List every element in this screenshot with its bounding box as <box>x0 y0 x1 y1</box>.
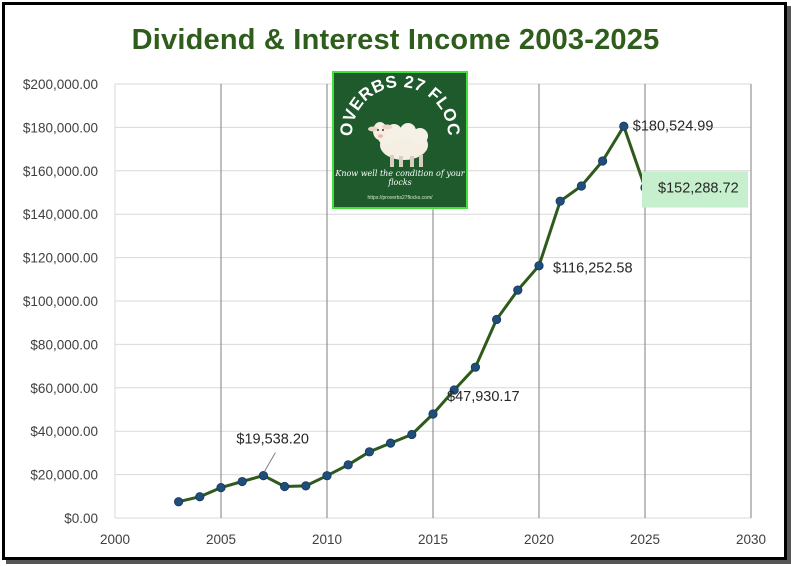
x-tick-label: 2005 <box>206 532 236 547</box>
data-point <box>597 156 608 166</box>
data-point <box>237 476 247 487</box>
data-point <box>576 181 587 191</box>
x-tick-label: 2015 <box>418 532 448 547</box>
logo-tagline: Know well the condition of your flocks <box>335 169 465 187</box>
y-tick-label: $180,000.00 <box>23 120 98 135</box>
y-tick-label: $140,000.00 <box>23 207 98 222</box>
data-point <box>216 483 226 493</box>
y-tick-label: $200,000.00 <box>23 77 98 92</box>
data-label-highlight <box>642 171 748 208</box>
data-point <box>513 285 523 295</box>
y-tick-label: $120,000.00 <box>23 251 98 266</box>
x-tick-label: 2030 <box>736 532 766 547</box>
annotations: $19,538.20 $47,930.17 $116,252.58 $180,524.… <box>236 118 748 472</box>
data-point <box>301 481 311 491</box>
data-point <box>619 121 629 131</box>
data-point <box>449 385 459 395</box>
data-point <box>174 497 184 507</box>
data-point <box>407 429 417 440</box>
x-tick-label: 2025 <box>630 532 660 547</box>
data-point <box>385 438 396 448</box>
data-point <box>555 196 565 206</box>
data-point <box>343 460 353 470</box>
y-axis-ticks: $0.00 $20,000.00 $40,000.00 $60,000.00 $80,0… <box>23 77 98 526</box>
data-label: $47,930.17 <box>447 389 520 405</box>
y-tick-label: $60,000.00 <box>30 381 98 396</box>
data-label: $152,288.72 <box>658 181 739 197</box>
x-tick-label: 2020 <box>524 532 554 547</box>
data-point <box>279 481 290 492</box>
y-tick-label: $40,000.00 <box>30 424 98 439</box>
data-point <box>322 471 332 481</box>
data-point <box>195 492 205 502</box>
data-point <box>491 314 502 325</box>
y-tick-label: $80,000.00 <box>30 337 98 352</box>
data-label-leader <box>263 452 276 472</box>
x-axis-ticks: 2000 2005 2010 2015 2020 2025 2030 <box>100 532 766 547</box>
chart-title: Dividend & Interest Income 2003-2025 <box>131 24 660 56</box>
data-point <box>258 471 268 481</box>
data-label: $116,252.58 <box>553 261 633 277</box>
y-tick-label: $20,000.00 <box>30 468 98 483</box>
data-point <box>470 362 480 372</box>
data-point <box>364 447 374 457</box>
y-tick-label: $100,000.00 <box>23 294 98 309</box>
proverbs-27-flocks-logo: PROVERBS 27 FLOCKS Know well the conditi… <box>328 58 468 209</box>
x-tick-label: 2010 <box>312 532 342 547</box>
y-tick-label: $160,000.00 <box>23 164 98 179</box>
y-tick-label: $0.00 <box>64 511 98 526</box>
logo-url: https://proverbs27flocks.com/ <box>367 195 433 201</box>
data-label: $19,538.20 <box>236 432 309 448</box>
data-point <box>428 409 438 419</box>
x-tick-label: 2000 <box>100 532 130 547</box>
data-label: $180,524.99 <box>633 118 714 134</box>
grid-lines <box>114 83 752 519</box>
data-point <box>534 261 544 271</box>
